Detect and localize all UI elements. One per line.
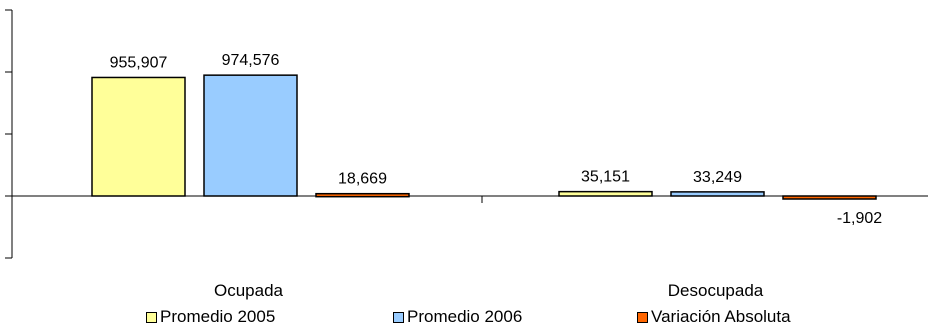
data-label: 33,249	[693, 169, 742, 186]
bar-variaci-n-absoluta-ocupada	[315, 192, 410, 198]
category-labels: Ocupada Desocupada	[214, 281, 764, 300]
legend: Promedio 2005 Promedio 2006 Variación Abso…	[0, 307, 928, 331]
data-label: 18,669	[338, 171, 387, 188]
legend-swatch	[146, 311, 157, 323]
legend-label: Promedio 2005	[160, 307, 276, 326]
legend-label: Variación Absoluta	[651, 307, 791, 326]
bar-promedio-2006-ocupada	[203, 74, 298, 197]
bar-variaci-n-absoluta-desocupada	[782, 195, 877, 200]
category-label-desocupada: Desocupada	[668, 281, 764, 300]
bar-chart: 955,907 974,576 18,669 35,151 33,249 -1,902 O…	[5, 9, 928, 300]
bars	[91, 74, 877, 200]
legend-item: Variación Absoluta	[637, 307, 791, 327]
legend-swatch	[393, 311, 404, 323]
legend-item: Promedio 2005	[146, 307, 275, 327]
data-label: 974,576	[222, 52, 280, 69]
category-label-ocupada: Ocupada	[214, 281, 284, 300]
data-labels: 955,907 974,576 18,669 35,151 33,249 -1,902	[110, 52, 883, 227]
legend-item: Promedio 2006	[393, 307, 522, 327]
data-label: 955,907	[110, 54, 168, 71]
bar-promedio-2005-ocupada	[91, 76, 186, 197]
legend-label: Promedio 2006	[407, 307, 523, 326]
data-label: 35,151	[581, 169, 630, 186]
data-label: -1,902	[837, 210, 882, 227]
legend-swatch	[637, 311, 648, 323]
bar-promedio-2006-desocupada	[670, 191, 765, 197]
bar-promedio-2005-desocupada	[558, 190, 653, 197]
